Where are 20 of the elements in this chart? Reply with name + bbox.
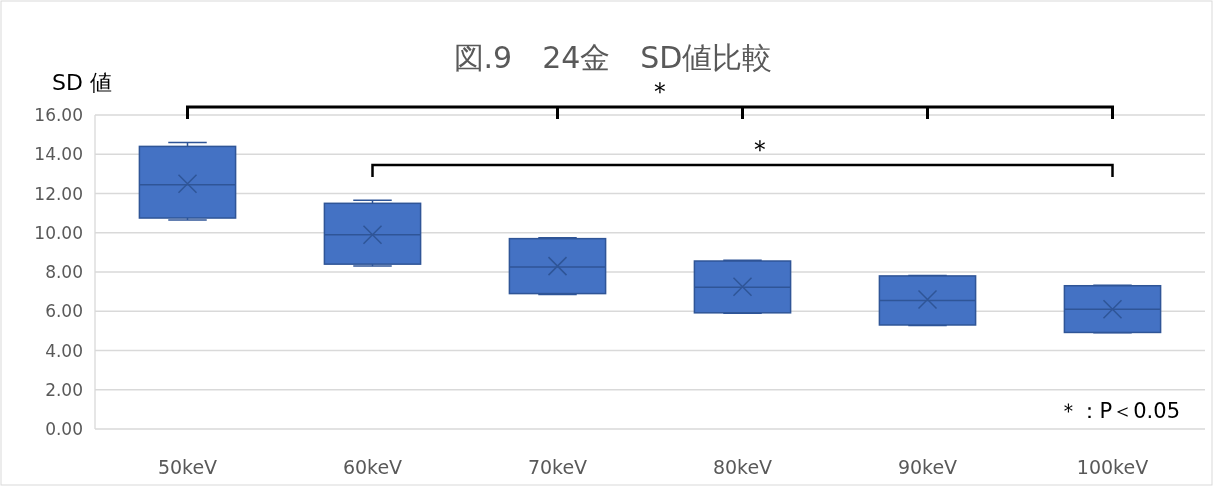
x-tick-label: 50keV — [157, 456, 218, 478]
y-tick-label: 12.00 — [34, 183, 83, 204]
x-tick-label: 90keV — [897, 456, 958, 478]
y-tick-label: 16.00 — [34, 105, 83, 125]
annotation: ＊：P＜0.05 — [1057, 399, 1180, 423]
y-tick-label: 6.00 — [45, 301, 83, 322]
x-tick-label: 60keV — [342, 456, 403, 478]
x-tick-label: 80keV — [712, 456, 773, 478]
y-tick-label: 14.00 — [34, 144, 83, 165]
y-tick-label: 8.00 — [45, 262, 83, 282]
text: ＊ — [647, 76, 673, 106]
y-tick-label: 2.00 — [45, 379, 83, 400]
y-tick-label: 0.00 — [45, 419, 83, 439]
chart-title: 図.9 24金 SD値比較 — [453, 40, 773, 75]
x-tick-label: 100keV — [1076, 456, 1149, 478]
x-tick-label: 70keV — [527, 456, 588, 478]
y-tick-label: 10.00 — [34, 222, 83, 243]
y-axis-title: SD 値 — [52, 70, 112, 95]
y-tick-label: 4.00 — [45, 340, 83, 361]
annotation: ＊ — [747, 134, 773, 164]
